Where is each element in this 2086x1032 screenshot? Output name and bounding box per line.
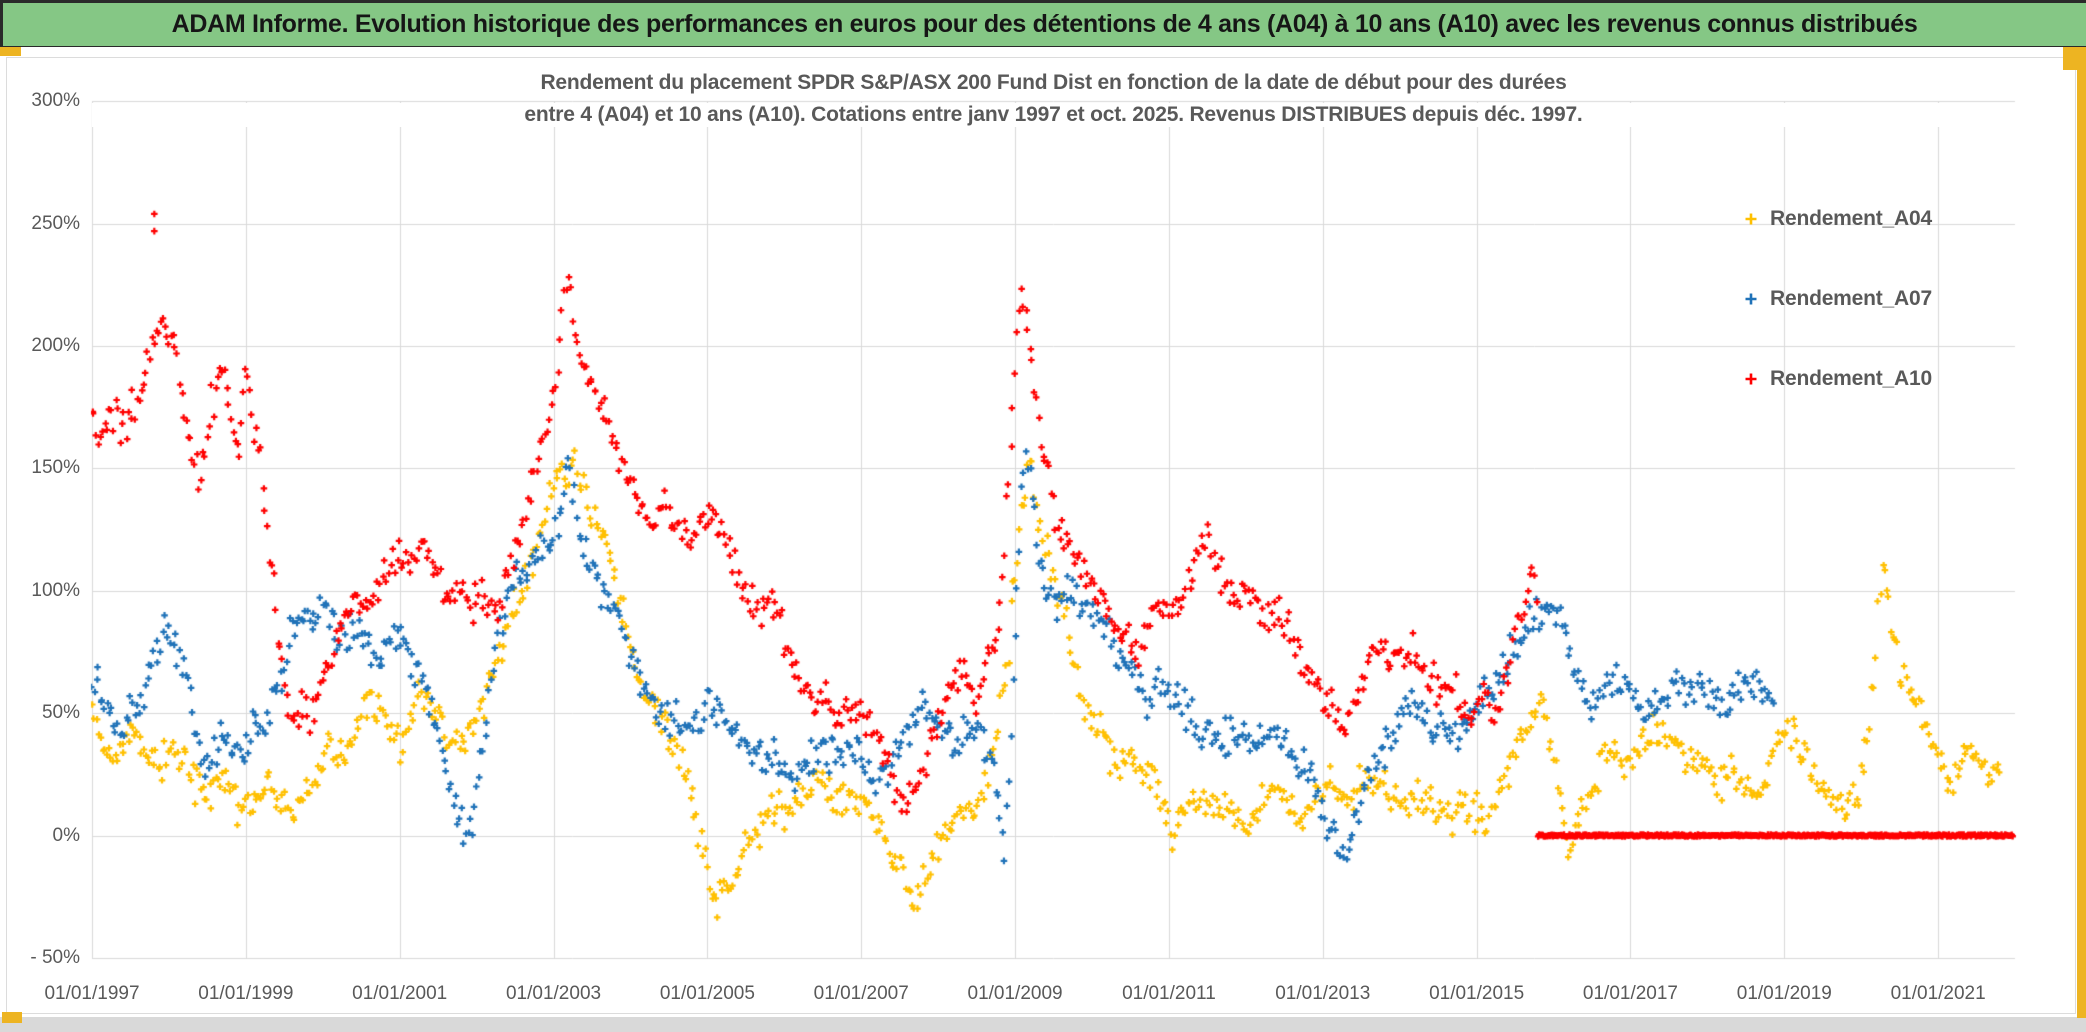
yellow-accent-right-strip: [2077, 70, 2086, 1018]
x-tick-label: 01/01/2017: [1582, 983, 1678, 1004]
legend-item-rendement_a07: Rendement_A07: [1744, 287, 1932, 311]
y-tick-label: 100%: [31, 579, 80, 601]
footer-strip: [0, 1017, 2086, 1032]
x-tick-label: 01/01/2013: [1275, 983, 1371, 1004]
legend-label: Rendement_A04: [1770, 207, 1932, 230]
yellow-accent-top-right: [2063, 47, 2086, 70]
y-tick-label: 250%: [31, 212, 80, 234]
title-banner: ADAM Informe. Evolution historique des p…: [0, 0, 2086, 47]
y-tick-label: 150%: [31, 457, 80, 479]
legend-label: Rendement_A07: [1770, 287, 1932, 310]
x-tick-label: 01/01/1997: [44, 983, 140, 1004]
x-tick-label: 01/01/2015: [1429, 983, 1525, 1004]
y-tick-label: 50%: [41, 702, 80, 724]
x-tick-label: 01/01/2001: [352, 983, 448, 1004]
banner-title: ADAM Informe. Evolution historique des p…: [171, 10, 1918, 38]
x-tick-label: 01/01/2005: [659, 983, 755, 1004]
x-tick-label: 01/01/2009: [967, 983, 1063, 1004]
y-tick-label: 0%: [52, 824, 80, 846]
yellow-accent-top-left: [0, 47, 21, 56]
x-tick-label: 01/01/2021: [1890, 983, 1986, 1004]
x-tick-label: 01/01/2011: [1122, 983, 1216, 1004]
yellow-accent-bottom-left: [2, 1012, 22, 1023]
chart-title-line1: Rendement du placement SPDR S&P/ASX 200 …: [92, 71, 2015, 95]
x-tick-label: 01/01/1999: [198, 983, 294, 1004]
chart-title-line2: entre 4 (A04) et 10 ans (A10). Cotations…: [92, 103, 2015, 127]
legend-item-rendement_a10: Rendement_A10: [1744, 367, 1932, 391]
x-tick-label: 01/01/2019: [1736, 983, 1832, 1004]
x-tick-label: 01/01/2003: [505, 983, 602, 1004]
y-tick-label: 300%: [31, 90, 80, 112]
x-tick-label: 01/01/2007: [813, 983, 909, 1004]
plus-marker-icon: [1745, 213, 1757, 225]
plus-marker-icon: [1745, 293, 1757, 305]
y-tick-label: - 50%: [30, 946, 80, 968]
plus-marker-icon: [1745, 373, 1757, 385]
legend-label: Rendement_A10: [1770, 367, 1932, 390]
y-tick-label: 200%: [31, 335, 80, 357]
legend-item-rendement_a04: Rendement_A04: [1744, 207, 1932, 231]
